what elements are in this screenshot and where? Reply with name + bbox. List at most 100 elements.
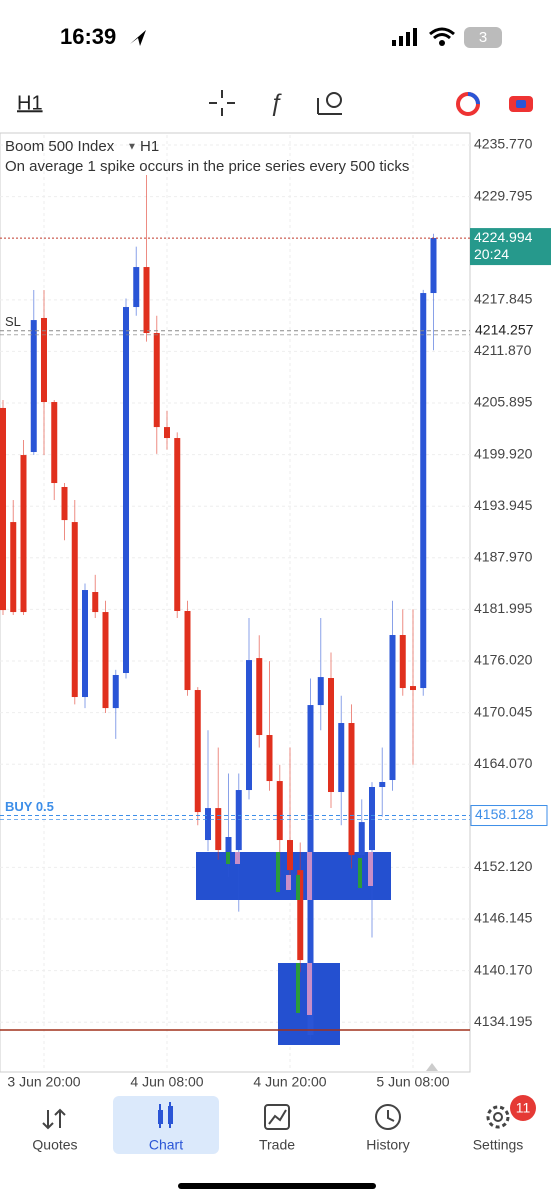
price-line-value: 4158.128 [475, 806, 534, 822]
y-tick-label: 4193.945 [474, 497, 533, 513]
nav-label[interactable]: Trade [259, 1137, 295, 1153]
price-line-box [471, 320, 547, 341]
candle-body [287, 840, 293, 871]
nav-items: Quotes Chart Trade History Settings [32, 1137, 523, 1153]
candle-body [246, 660, 252, 791]
current-price-box [470, 228, 551, 266]
candle-body [215, 808, 222, 851]
price-line-value: 4214.257 [475, 322, 534, 338]
y-tick-label: 4152.120 [474, 858, 533, 874]
candle-body [174, 438, 181, 612]
objects-tool[interactable] [317, 92, 342, 115]
y-tick-label: 4235.770 [474, 136, 533, 152]
dropdown-arrow[interactable]: ▼ [127, 142, 137, 153]
y-tick-label: 4164.070 [474, 755, 533, 771]
quotes-icon [42, 1108, 66, 1130]
badge-count: 11 [516, 1100, 531, 1116]
nav-label[interactable]: Quotes [32, 1137, 77, 1153]
candle-body [41, 317, 47, 403]
trade-toggle-arc [467, 92, 480, 105]
x-tick-label: 4 Jun 08:00 [130, 1074, 203, 1090]
candle-body [389, 635, 396, 781]
candle-body [153, 333, 160, 428]
candle-body [184, 611, 191, 691]
candle-body [379, 781, 386, 788]
y-tick-label: 4134.195 [474, 1013, 533, 1029]
candle-body [71, 522, 78, 698]
candle-body [194, 690, 201, 813]
candle-body [10, 522, 17, 613]
nav-label[interactable]: Settings [473, 1137, 524, 1153]
wifi-dot [439, 40, 445, 46]
status-time: 16:39 [60, 24, 116, 49]
nav-label[interactable]: History [366, 1137, 410, 1153]
chart-subtitle: On average 1 spike occurs in the price s… [5, 158, 409, 175]
candle-body [123, 307, 129, 674]
price-line-name: BUY 0.5 [5, 799, 54, 814]
nav-active [113, 1096, 219, 1154]
nav-label[interactable]: Chart [149, 1137, 183, 1153]
candle-body [205, 808, 211, 841]
y-tick-label: 4181.995 [474, 600, 533, 616]
indicators-tool[interactable]: ƒ [269, 89, 282, 116]
candle-body [266, 735, 273, 782]
y-tick-label: 4146.145 [474, 910, 533, 926]
y-tick-label: 4211.870 [474, 342, 532, 358]
location-icon [130, 30, 146, 46]
battery-level: 3 [479, 29, 487, 46]
chart-frame [0, 132, 471, 1073]
history-icon [375, 1104, 401, 1130]
zone-bars [226, 852, 373, 1015]
candle-body [410, 686, 416, 691]
candle-body [92, 592, 99, 613]
candle-body [102, 612, 109, 709]
y-tick-label: 4176.020 [474, 652, 533, 668]
x-tick-label: 3 Jun 20:00 [7, 1074, 80, 1090]
badge [510, 1095, 536, 1121]
candle-body [235, 790, 242, 851]
candle-body [51, 402, 58, 484]
candle-body [338, 723, 345, 793]
current-price: 4224.994 [474, 229, 533, 245]
chart-timeframe: H1 [140, 138, 159, 155]
y-tick-label: 4170.045 [474, 703, 533, 719]
price-line-box [470, 805, 548, 827]
home-indicator [178, 1183, 376, 1189]
trade-icon [264, 1104, 290, 1130]
candle-body [317, 677, 324, 706]
x-tick-label: 5 Jun 08:00 [376, 1074, 449, 1090]
candle-body [297, 870, 304, 961]
candle-body [143, 267, 150, 334]
signal-icon [392, 28, 417, 46]
y-tick-label: 4229.795 [474, 187, 533, 203]
chart-icon [158, 1102, 173, 1128]
candle-body [348, 723, 355, 856]
one-click-inner [516, 100, 526, 108]
price-line-name: SL [5, 314, 21, 329]
candle-body [358, 822, 365, 856]
candle-body [276, 781, 283, 841]
candle-body [61, 486, 68, 521]
current-time: 20:24 [474, 246, 509, 262]
timeframe-button[interactable]: H1 [17, 92, 43, 114]
chart-title: Boom 500 Index [5, 138, 115, 155]
scroll-marker [426, 1063, 438, 1071]
x-tick-label: 4 Jun 20:00 [253, 1074, 326, 1090]
y-tick-label: 4199.920 [474, 445, 533, 461]
candle-body [328, 678, 334, 793]
y-tick-label: 4140.170 [474, 961, 533, 977]
grid [0, 135, 470, 1070]
candle-body [133, 267, 140, 308]
wifi-icon [429, 27, 455, 40]
crosshair-tool[interactable] [209, 90, 235, 116]
candle-body [0, 407, 6, 611]
battery [464, 27, 502, 48]
candle-body [82, 590, 88, 698]
y-tick-label: 4217.845 [474, 291, 533, 307]
candle-body [112, 674, 119, 709]
candle-body [430, 238, 437, 294]
candle-body [399, 635, 406, 689]
candle-body [369, 787, 375, 851]
